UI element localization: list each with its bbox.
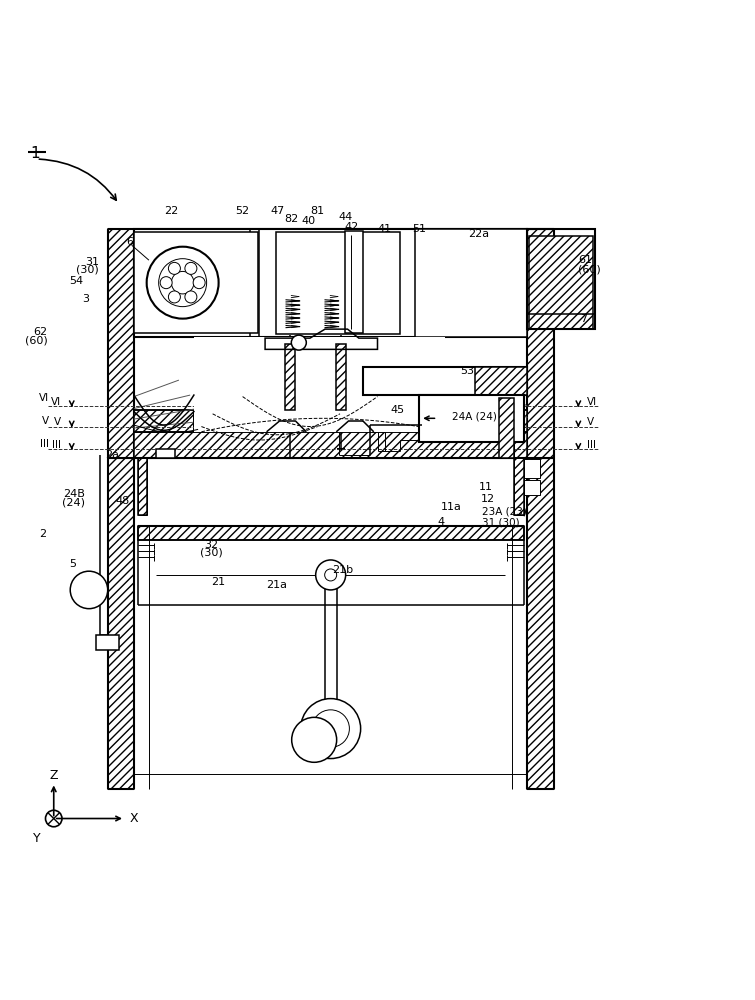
- Text: X: X: [130, 812, 138, 825]
- Circle shape: [146, 247, 219, 319]
- Text: (30): (30): [76, 264, 99, 274]
- Text: Z: Z: [50, 769, 58, 782]
- Bar: [529, 236, 593, 329]
- Text: 82: 82: [284, 214, 298, 224]
- Circle shape: [291, 335, 307, 350]
- Bar: [445, 410, 528, 432]
- Text: 7: 7: [580, 314, 587, 324]
- Circle shape: [319, 564, 342, 586]
- Bar: [522, 459, 540, 478]
- Text: III: III: [52, 440, 61, 450]
- Circle shape: [300, 699, 361, 759]
- Text: 42: 42: [345, 222, 359, 232]
- Text: 48: 48: [116, 496, 130, 506]
- Text: 62: 62: [34, 327, 48, 337]
- Bar: [134, 229, 528, 337]
- Bar: [475, 367, 528, 395]
- Bar: [344, 231, 363, 333]
- Text: VI: VI: [587, 397, 597, 407]
- Text: V: V: [54, 417, 61, 427]
- Text: III: III: [40, 439, 49, 449]
- Bar: [156, 449, 175, 458]
- Text: 52: 52: [236, 206, 250, 216]
- Text: 21b: 21b: [332, 565, 353, 575]
- Bar: [276, 232, 400, 334]
- Bar: [528, 458, 553, 789]
- Text: 31: 31: [85, 257, 99, 267]
- Bar: [362, 367, 528, 395]
- Bar: [528, 229, 595, 329]
- Text: III: III: [587, 440, 596, 450]
- Text: VI: VI: [39, 393, 49, 403]
- Bar: [285, 344, 295, 410]
- Bar: [134, 410, 194, 432]
- Bar: [108, 458, 134, 789]
- Circle shape: [70, 571, 108, 609]
- Text: 54: 54: [69, 276, 84, 286]
- Bar: [97, 635, 119, 650]
- Text: 44: 44: [339, 212, 353, 222]
- Text: 22: 22: [165, 206, 178, 216]
- Text: 41: 41: [378, 224, 392, 234]
- Text: 3: 3: [82, 294, 89, 304]
- Bar: [335, 344, 346, 410]
- Circle shape: [185, 291, 197, 303]
- Bar: [194, 337, 445, 432]
- Circle shape: [316, 560, 346, 590]
- Text: 24B: 24B: [63, 489, 85, 499]
- Text: 51: 51: [412, 224, 427, 234]
- Text: 11a: 11a: [441, 502, 462, 512]
- Text: 53: 53: [461, 366, 474, 376]
- Text: 23A (23): 23A (23): [482, 506, 527, 516]
- Text: (30): (30): [200, 547, 223, 557]
- Bar: [134, 432, 528, 458]
- Circle shape: [160, 277, 172, 289]
- Text: 32: 32: [204, 540, 218, 550]
- Circle shape: [168, 291, 180, 303]
- Text: 22a: 22a: [468, 229, 489, 239]
- Circle shape: [193, 277, 205, 289]
- Text: 47: 47: [271, 206, 285, 216]
- Text: 21: 21: [211, 577, 226, 587]
- Circle shape: [185, 262, 197, 274]
- Text: (60): (60): [25, 335, 48, 345]
- Text: V: V: [587, 417, 594, 427]
- Bar: [514, 458, 524, 515]
- Text: V: V: [42, 416, 49, 426]
- Text: 40: 40: [301, 216, 316, 226]
- Circle shape: [312, 710, 350, 747]
- Text: 61: 61: [578, 255, 593, 265]
- Bar: [134, 232, 257, 333]
- FancyArrowPatch shape: [39, 159, 116, 200]
- Text: 6: 6: [127, 237, 134, 247]
- Text: 4: 4: [437, 517, 445, 527]
- Text: 2: 2: [39, 529, 46, 539]
- Text: 5: 5: [69, 559, 76, 569]
- Text: 2a: 2a: [105, 450, 119, 460]
- Circle shape: [325, 569, 337, 581]
- Bar: [415, 229, 528, 337]
- Bar: [108, 229, 134, 458]
- Circle shape: [291, 717, 337, 762]
- Bar: [499, 398, 514, 458]
- Bar: [522, 480, 540, 495]
- Text: 24A (24): 24A (24): [452, 411, 498, 421]
- Text: Y: Y: [32, 832, 40, 845]
- Bar: [137, 458, 147, 515]
- Text: 45: 45: [390, 405, 405, 415]
- Bar: [419, 395, 524, 442]
- Text: 11: 11: [479, 482, 493, 492]
- Text: 31 (30): 31 (30): [482, 517, 520, 527]
- Text: VI: VI: [51, 397, 61, 407]
- Text: (24): (24): [62, 497, 85, 507]
- Text: 1: 1: [30, 146, 40, 161]
- Text: 81: 81: [310, 206, 325, 216]
- Text: 21a: 21a: [267, 580, 288, 590]
- Bar: [137, 526, 524, 540]
- Text: (60): (60): [578, 264, 601, 274]
- Circle shape: [168, 262, 180, 274]
- Text: 12: 12: [481, 494, 495, 504]
- Bar: [528, 229, 553, 458]
